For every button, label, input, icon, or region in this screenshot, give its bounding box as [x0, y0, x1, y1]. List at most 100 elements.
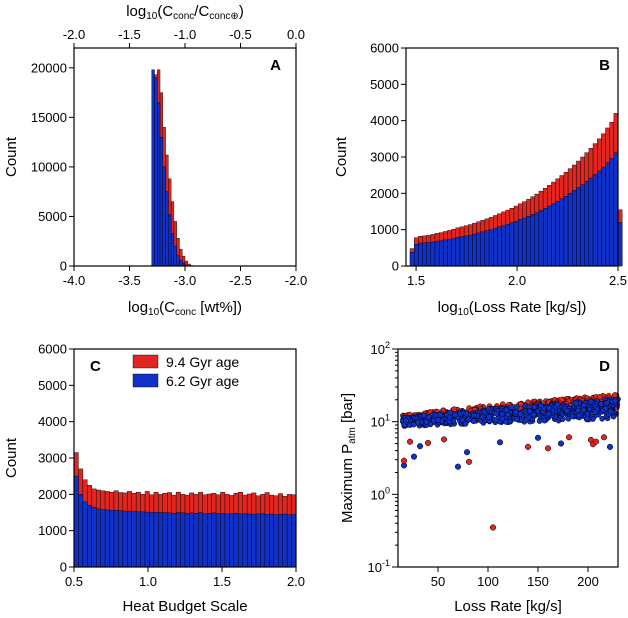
panel-b-bar-blue-49: [613, 152, 619, 267]
panel-a-bar-blue-3: [159, 136, 163, 267]
panel-d-ytick-label-0: 100: [371, 485, 390, 502]
panel-d-point-blue-519: [554, 401, 561, 408]
panel-b-bar-blue-34: [551, 203, 556, 267]
panel-c-axes: 0 1000 2000 3000 4000 5000 6000 0.5 1.0 1.5 2.0: [38, 342, 305, 590]
panel-b-bar-blue-50: [617, 222, 623, 267]
panel-d-point-blue-412: [447, 409, 454, 416]
panel-b-ytick-label-3000: 3000: [370, 150, 399, 165]
panel-c-bar-blue-37: [238, 513, 243, 568]
panel-d-point-blue-509: [541, 417, 548, 424]
panel-d-outlier-11: [424, 439, 432, 446]
panel-c-bar-blue-36: [233, 513, 239, 568]
panel-b-bar-blue-20: [493, 228, 498, 267]
panel-d-outlier-7: [557, 440, 565, 447]
panel-d-point-blue-44: [599, 415, 606, 422]
panel-c-bar-blue-27: [193, 513, 199, 568]
panel-b-bar-blue-25: [513, 221, 519, 267]
panel-a-ytick-label-0: 0: [60, 259, 67, 274]
panel-c-bar-blue-17: [149, 512, 155, 568]
panel-a-bar-blue-2: [157, 102, 161, 267]
panel-d-point-blue-511: [565, 415, 572, 422]
legend-label-6-2-gyr: 6.2 Gyr age: [166, 373, 239, 389]
panel-d-outlier-5: [496, 439, 504, 446]
panel-c-ytick-label-0: 0: [60, 560, 67, 575]
panel-d-point-blue-448: [603, 400, 610, 407]
panel-d-point-blue-487: [452, 411, 458, 418]
panel-c-bar-blue-2: [82, 501, 88, 568]
panel-d-point-blue-486: [479, 413, 486, 420]
panel-c-bar-blue-39: [246, 513, 252, 568]
legend-swatch-9-4-gyr: [132, 354, 159, 369]
panel-b-bar-blue-0: [409, 251, 415, 267]
panel-b-bars: [409, 113, 623, 267]
panel-a-toptick-label-1-0: -1.0: [174, 27, 196, 42]
panel-b-bar-blue-35: [555, 201, 560, 267]
panel-d-point-blue-374: [507, 404, 514, 411]
panel-c-bar-blue-9: [113, 510, 119, 568]
panel-a-xtick-label-4-0: -4.0: [63, 273, 85, 288]
panel-a-bar-blue-0: [151, 69, 155, 267]
panel-d-point-blue-482: [504, 411, 511, 418]
panel-c-bar-blue-1: [78, 494, 84, 568]
panel-b-bar-blue-4: [426, 242, 432, 267]
panel-d-axes: 50 100 150 200 10-1 100 101 102: [368, 340, 599, 589]
panel-d-outlier-15: [524, 443, 532, 450]
panel-c-bar-blue-6: [100, 509, 106, 568]
panel-c-bar-blue-22: [171, 513, 177, 568]
panel-c-ytick-label-2000: 2000: [38, 487, 67, 502]
panel-d-point-blue-498: [514, 416, 520, 422]
panel-a-toptick-label-2-0: -2.0: [63, 27, 85, 42]
panel-b-bar-blue-8: [443, 239, 448, 267]
panel-a-xtick-label-3-0: -3.0: [174, 273, 196, 288]
panel-b-bar-blue-6: [434, 241, 440, 267]
panel-d-point-blue-464: [546, 405, 553, 411]
panel-c-bar-blue-29: [202, 513, 208, 568]
panel-d-point-blue-513: [612, 397, 619, 404]
panel-b-xtick-label-2-0: 2.0: [508, 273, 526, 288]
panel-c-bar-blue-24: [180, 512, 186, 568]
panel-b-bar-blue-37: [563, 196, 569, 267]
panel-c-xtick-label-2-0: 2.0: [287, 574, 305, 589]
panel-b-bar-blue-33: [547, 205, 552, 267]
panel-a-xtick-label-3-5: -3.5: [118, 273, 140, 288]
panel-c-xtick-label-1-0: 1.0: [139, 574, 157, 589]
panel-b-bar-blue-16: [476, 232, 481, 267]
panel-d-point-blue-506: [526, 408, 533, 414]
panel-d-point-blue-476: [538, 402, 545, 409]
panel-d-point-red-378: [517, 401, 524, 407]
panel-c-bar-blue-43: [264, 514, 270, 568]
panel-d-point-blue-457: [518, 417, 525, 424]
panel-c-bar-blue-16: [144, 511, 150, 568]
panel-d-outlier-12: [440, 436, 448, 443]
panel-b-bar-blue-11: [455, 237, 461, 267]
panel-d-point-blue-454: [435, 417, 441, 423]
panel-b-bar-blue-41: [580, 184, 585, 267]
panel-a-bar-blue-9: [176, 254, 180, 267]
panel-d-point-red-379: [596, 394, 603, 400]
panel-c-ytick-label-5000: 5000: [38, 378, 67, 393]
panel-a-ytick-label-10000: 10000: [31, 159, 67, 174]
panel-d-point-blue-381: [598, 401, 605, 407]
panel-b-bar-blue-31: [538, 210, 544, 267]
panel-d-outlier-10: [406, 438, 414, 445]
panel-b-xtick-label-2-5: 2.5: [609, 273, 627, 288]
panel-d-point-blue-501: [580, 407, 587, 414]
panel-c-bar-blue-34: [224, 513, 230, 568]
panel-a-letter: A: [270, 57, 281, 74]
panel-d-point-blue-480: [503, 419, 509, 425]
panel-b-bar-blue-47: [605, 162, 610, 267]
panel-d-xtick-label-150: 150: [527, 574, 549, 589]
panel-a-y-axis-label: Count: [3, 136, 20, 177]
panel-c-bar-blue-42: [260, 513, 266, 568]
panel-d-y-axis-label: Maximum Patm [bar]: [339, 393, 358, 523]
panel-c-bar-blue-21: [167, 512, 172, 568]
panel-d-outlier-1: [410, 453, 418, 460]
panel-a-bar-blue-1: [154, 77, 158, 267]
panel-d-xtick-label-50: 50: [431, 574, 445, 589]
panel-b-bar-blue-21: [497, 226, 502, 267]
panel-b-ytick-label-6000: 6000: [370, 41, 399, 56]
panel-a-toptick-label-0-0: 0.0: [287, 27, 305, 42]
panel-d-outlier-9: [400, 457, 408, 464]
